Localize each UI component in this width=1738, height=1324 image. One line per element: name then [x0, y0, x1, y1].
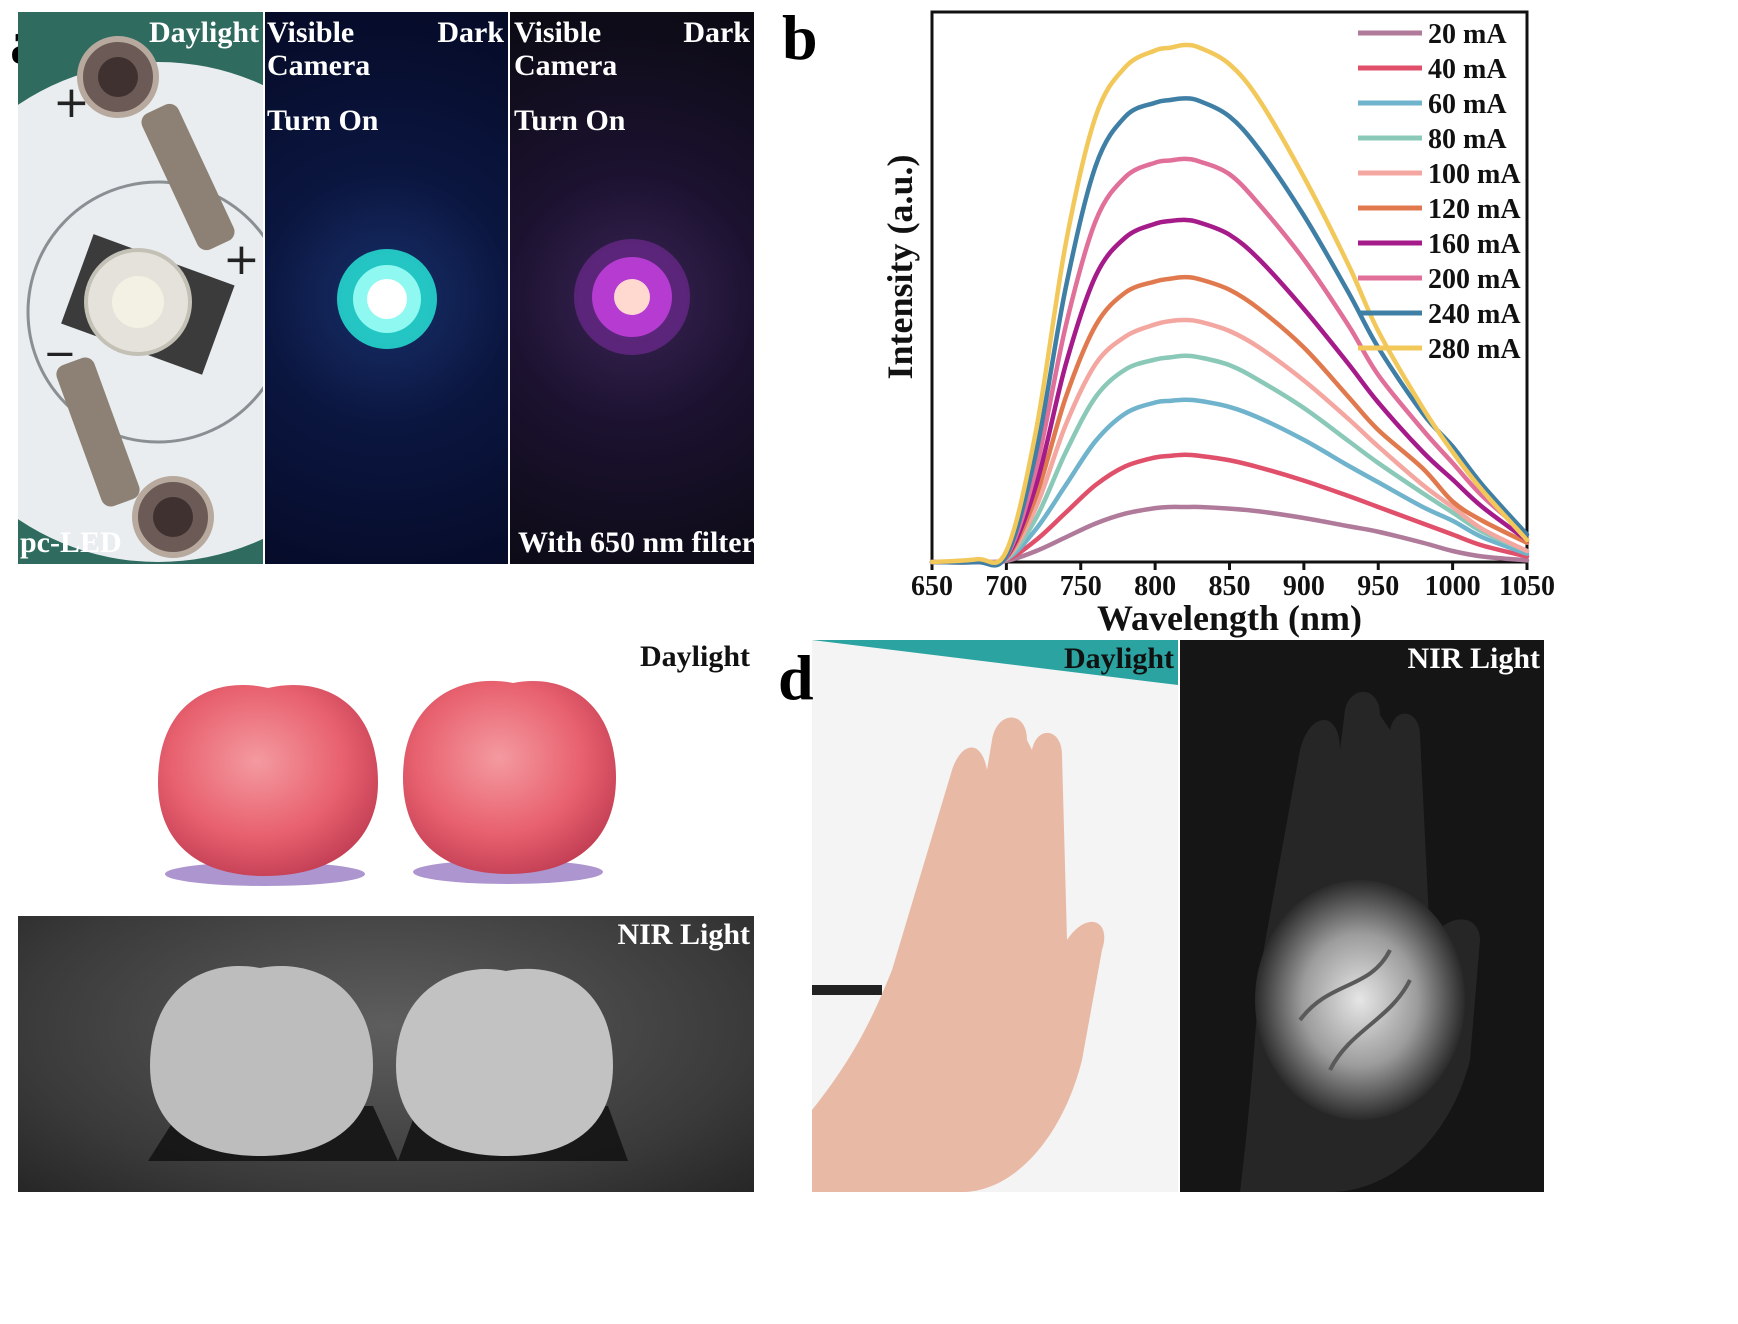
x-tick-label: 800 [1134, 571, 1176, 602]
x-tick-label: 700 [985, 571, 1027, 602]
daylight-label: Daylight [148, 16, 259, 49]
dark-label: Dark [683, 16, 750, 49]
legend-label: 120 mA [1428, 194, 1521, 225]
series-line [929, 397, 1530, 565]
legend-label: 200 mA [1428, 264, 1521, 295]
x-axis-title: Wavelength (nm) [1097, 598, 1362, 638]
x-tick-label: 650 [911, 571, 953, 602]
svg-text:+: + [223, 234, 260, 285]
series-line [929, 504, 1530, 565]
series-line [929, 452, 1530, 565]
camera-label: Camera [514, 49, 618, 82]
apples-nir-illustration [148, 966, 628, 1161]
x-tick-label: 900 [1283, 571, 1325, 602]
panel-b-letter: b [782, 2, 818, 73]
x-tick-label: 850 [1209, 571, 1251, 602]
pc-led-label: pc-LED [20, 526, 122, 559]
x-tick-label: 950 [1357, 571, 1399, 602]
hand-daylight-illustration [812, 640, 1178, 1192]
apples-nir-photo: NIR Light [18, 916, 754, 1192]
x-tick-label: 750 [1060, 571, 1102, 602]
camera-label: Camera [267, 49, 371, 82]
led-glow-filtered [574, 239, 690, 355]
filtered-camera-photo: Visible Camera Dark Turn On With 650 nm … [510, 12, 754, 564]
x-tick-label: 1050 [1499, 571, 1555, 602]
series-line [929, 42, 1530, 565]
pc-led-board-illustration: + + − [18, 12, 263, 564]
series-line [929, 353, 1530, 566]
legend-label: 160 mA [1428, 229, 1521, 260]
turn-on-label: Turn On [514, 104, 626, 137]
visible-camera-dark-photo: Visible Camera Dark Turn On [265, 12, 508, 564]
hand-nir-illustration [1240, 691, 1480, 1192]
emission-spectra-chart: 650 700 750 800 850 900 950 1000 1050 Wavelength … [880, 10, 1555, 638]
series-line [929, 156, 1530, 568]
series-line [929, 317, 1530, 566]
apples-daylight-photo: Daylight [18, 638, 754, 914]
turn-on-label: Turn On [267, 104, 379, 137]
nir-light-label: NIR Light [1407, 642, 1540, 675]
daylight-label: Daylight [1063, 642, 1174, 675]
series-line [929, 96, 1530, 568]
visible-label: Visible [514, 16, 602, 49]
svg-text:+: + [53, 77, 90, 128]
apples-daylight-illustration [158, 680, 616, 886]
legend-label: 20 mA [1428, 19, 1507, 50]
legend-label: 40 mA [1428, 54, 1507, 85]
series-line [929, 274, 1530, 566]
legend-label: 60 mA [1428, 89, 1507, 120]
hand-nir-photo: NIR Light [1180, 640, 1544, 1192]
y-axis-title: Intensity (a.u.) [880, 154, 920, 379]
panel-d-letter: d [778, 642, 814, 713]
legend-label: 80 mA [1428, 124, 1507, 155]
svg-text:−: − [43, 331, 77, 377]
hand-daylight-photo: Daylight [812, 640, 1178, 1192]
visible-label: Visible [267, 16, 355, 49]
legend-label: 240 mA [1428, 299, 1521, 330]
series-line [929, 217, 1530, 567]
filter-label: With 650 nm filter [518, 526, 754, 559]
legend-label: 100 mA [1428, 159, 1521, 190]
dark-label: Dark [437, 16, 504, 49]
led-glow-visible [337, 249, 437, 349]
pc-led-daylight-photo: + + − Daylight pc-LED [18, 12, 263, 564]
legend-label: 280 mA [1428, 334, 1521, 365]
daylight-label: Daylight [639, 640, 750, 673]
x-tick-label: 1000 [1425, 571, 1481, 602]
nir-light-label: NIR Light [617, 918, 750, 951]
